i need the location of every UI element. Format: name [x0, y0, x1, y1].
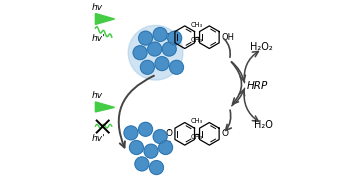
- Polygon shape: [95, 102, 115, 112]
- Circle shape: [135, 157, 149, 171]
- Circle shape: [128, 25, 183, 80]
- Circle shape: [153, 28, 167, 41]
- Circle shape: [159, 141, 173, 154]
- Text: CH₃: CH₃: [191, 118, 203, 124]
- Circle shape: [139, 122, 153, 136]
- Circle shape: [162, 42, 176, 56]
- Text: O: O: [166, 129, 173, 138]
- Text: OH: OH: [222, 33, 234, 42]
- Circle shape: [153, 130, 167, 143]
- Text: hv: hv: [92, 3, 103, 12]
- Circle shape: [170, 60, 183, 74]
- Text: CH₃: CH₃: [191, 134, 203, 140]
- Circle shape: [139, 31, 153, 45]
- Circle shape: [150, 161, 163, 174]
- Circle shape: [141, 60, 154, 74]
- Text: CH₃: CH₃: [191, 37, 203, 43]
- Text: CH₃: CH₃: [191, 22, 203, 28]
- Text: O: O: [222, 129, 229, 138]
- Circle shape: [144, 144, 158, 158]
- Text: hv': hv': [92, 34, 106, 43]
- Text: HRP: HRP: [247, 81, 268, 91]
- Text: hv': hv': [92, 134, 106, 143]
- Text: H₂O₂: H₂O₂: [250, 42, 273, 52]
- Circle shape: [130, 141, 143, 154]
- Polygon shape: [95, 13, 115, 24]
- Circle shape: [124, 126, 138, 140]
- Circle shape: [133, 46, 147, 60]
- Text: hv: hv: [92, 91, 103, 101]
- Text: H₂O: H₂O: [254, 120, 273, 130]
- Circle shape: [148, 42, 162, 56]
- Circle shape: [168, 31, 182, 45]
- Text: HO: HO: [159, 33, 173, 42]
- Circle shape: [155, 57, 169, 70]
